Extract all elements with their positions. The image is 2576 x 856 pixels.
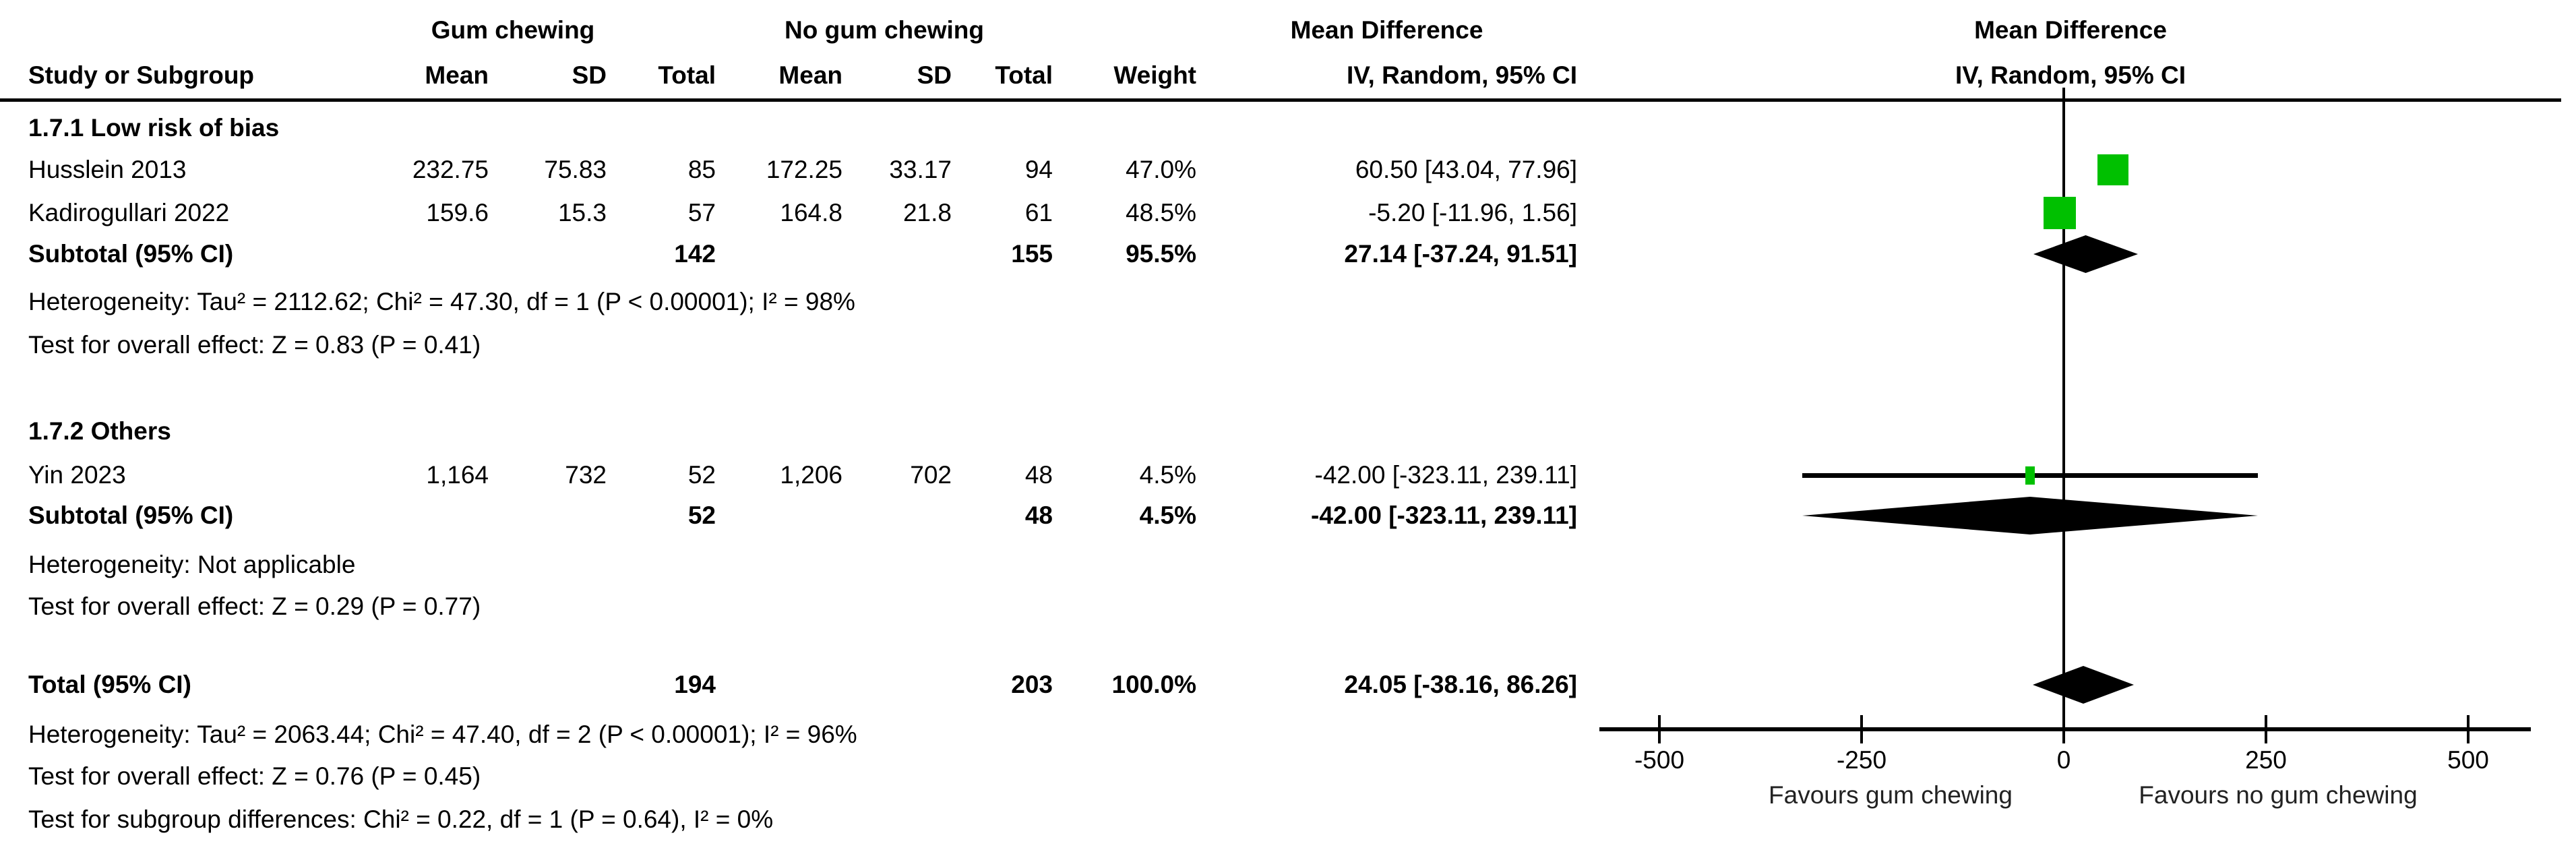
col-sd1: SD: [572, 61, 607, 89]
total-row: Total (95% CI) 194 203 100.0% 24.05 [-38…: [0, 671, 1577, 699]
mean2-value: 172.25: [766, 156, 842, 183]
x-tick-label: 0: [2056, 746, 2071, 774]
total2-value: 48: [1024, 461, 1053, 489]
x-tick-label: -250: [1836, 746, 1887, 774]
total-weight: 100.0%: [1111, 671, 1197, 698]
x-tick: [1860, 715, 1863, 743]
mean2-value: 1,206: [780, 461, 842, 489]
study-row: Kadirogullari 2022 159.6 15.3 57 164.8 2…: [0, 199, 1577, 227]
marker-yin: [2025, 466, 2035, 485]
header-underline: [0, 98, 2561, 102]
weight-value: 48.5%: [1126, 199, 1196, 226]
col-total1: Total: [658, 61, 716, 89]
sd2-value: 21.8: [902, 199, 952, 226]
col-sd2: SD: [917, 61, 952, 89]
total-ci: 24.05 [-38.16, 86.26]: [1344, 671, 1577, 698]
heterogeneity-text: Heterogeneity: Not applicable: [28, 551, 356, 578]
x-tick: [2467, 715, 2470, 743]
study-row: Husslein 2013 232.75 75.83 85 172.25 33.…: [0, 156, 1577, 184]
study-name: Husslein 2013: [28, 156, 187, 183]
heterogeneity-text: Heterogeneity: Tau² = 2063.44; Chi² = 47…: [28, 721, 857, 748]
group1-header: Gum chewing: [431, 16, 595, 44]
weight-value: 4.5%: [1139, 461, 1196, 489]
col-ci-right: IV, Random, 95% CI: [1955, 61, 2186, 89]
col-mean2: Mean: [778, 61, 842, 89]
subtotal-weight: 4.5%: [1139, 501, 1196, 529]
sd1-value: 732: [565, 461, 607, 489]
total1-value: 85: [687, 156, 716, 183]
study-name: Yin 2023: [28, 461, 126, 489]
mean1-value: 232.75: [412, 156, 489, 183]
x-tick-label: 250: [2245, 746, 2287, 774]
marker-kadirogullari: [2044, 197, 2076, 229]
overall-effect-text: Test for overall effect: Z = 0.83 (P = 0…: [28, 331, 481, 359]
study-name: Kadirogullari 2022: [28, 199, 230, 226]
subtotal-label: Subtotal (95% CI): [28, 240, 234, 268]
col-total2: Total: [995, 61, 1053, 89]
sd2-value: 33.17: [889, 156, 952, 183]
diamond-subtotal-2: [1802, 497, 2258, 534]
ci-value: -5.20 [-11.96, 1.56]: [1368, 199, 1577, 226]
sd1-value: 75.83: [544, 156, 607, 183]
section-heading: 1.7.2 Others: [28, 417, 171, 445]
col-weight: Weight: [1113, 61, 1196, 89]
total1-value: 52: [687, 461, 716, 489]
sd1-value: 15.3: [557, 199, 607, 226]
mean1-value: 159.6: [426, 199, 489, 226]
mean2-value: 164.8: [780, 199, 842, 226]
total-total2: 203: [1011, 671, 1053, 698]
study-row: Yin 2023 1,164 732 52 1,206 702 48 4.5% …: [0, 461, 1577, 489]
mean1-value: 1,164: [426, 461, 489, 489]
total2-value: 61: [1024, 199, 1053, 226]
total2-value: 94: [1024, 156, 1053, 183]
ci-value: 60.50 [43.04, 77.96]: [1355, 156, 1577, 183]
col-mean1: Mean: [425, 61, 489, 89]
total-label: Total (95% CI): [28, 671, 191, 698]
favours-right-label: Favours no gum chewing: [2139, 781, 2418, 809]
favours-left-label: Favours gum chewing: [1769, 781, 2013, 809]
subtotal-total1: 142: [674, 240, 716, 268]
overall-effect-text: Test for overall effect: Z = 0.29 (P = 0…: [28, 592, 481, 620]
subtotal-row: Subtotal (95% CI) 142 155 95.5% 27.14 [-…: [0, 240, 1577, 268]
md-header-left: Mean Difference: [1290, 16, 1483, 44]
total-total1: 194: [674, 671, 716, 698]
weight-value: 47.0%: [1126, 156, 1196, 183]
subgroup-difference-text: Test for subgroup differences: Chi² = 0.…: [28, 805, 774, 833]
subtotal-label: Subtotal (95% CI): [28, 501, 234, 529]
section-heading: 1.7.1 Low risk of bias: [28, 114, 280, 142]
overall-effect-text: Test for overall effect: Z = 0.76 (P = 0…: [28, 762, 481, 790]
x-axis-line: [1599, 727, 2531, 731]
diamond-total: [2033, 666, 2134, 704]
total1-value: 57: [687, 199, 716, 226]
subtotal-row: Subtotal (95% CI) 52 48 4.5% -42.00 [-32…: [0, 501, 1577, 530]
subtotal-total1: 52: [687, 501, 716, 529]
column-header-row: Study or Subgroup Mean SD Total Mean SD …: [0, 61, 1577, 90]
x-tick-label: 500: [2447, 746, 2489, 774]
x-tick: [2265, 715, 2267, 743]
subtotal-weight: 95.5%: [1126, 240, 1196, 268]
marker-husslein: [2097, 154, 2128, 185]
subtotal-total2: 155: [1011, 240, 1053, 268]
zero-line: [2062, 88, 2065, 729]
subtotal-ci: -42.00 [-323.11, 239.11]: [1311, 501, 1577, 529]
subtotal-ci: 27.14 [-37.24, 91.51]: [1344, 240, 1577, 268]
md-header-right: Mean Difference: [1974, 16, 2167, 44]
x-tick: [1658, 715, 1661, 743]
group2-header: No gum chewing: [785, 16, 984, 44]
col-ci: IV, Random, 95% CI: [1346, 61, 1577, 89]
sd2-value: 702: [910, 461, 952, 489]
x-tick-label: -500: [1634, 746, 1685, 774]
col-study: Study or Subgroup: [28, 61, 255, 89]
heterogeneity-text: Heterogeneity: Tau² = 2112.62; Chi² = 47…: [28, 288, 855, 315]
subtotal-total2: 48: [1024, 501, 1053, 529]
x-tick: [2062, 715, 2065, 743]
diamond-subtotal-1: [2033, 235, 2138, 273]
ci-value: -42.00 [-323.11, 239.11]: [1314, 461, 1577, 489]
